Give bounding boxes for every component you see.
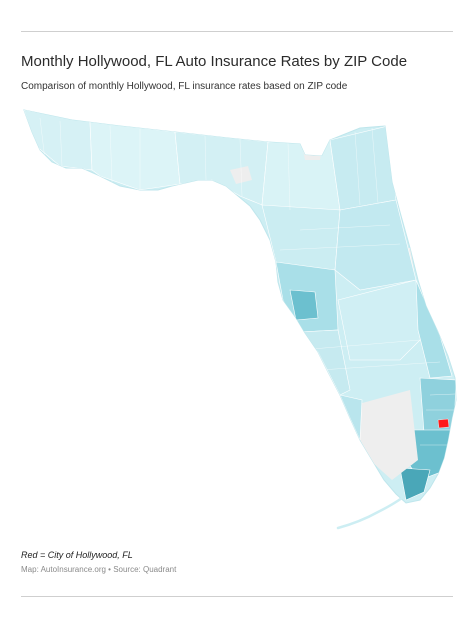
zip-no-data-north	[302, 145, 322, 160]
zip-region-orlando	[334, 199, 417, 291]
zip-boundaries	[39, 117, 456, 446]
page-title: Monthly Hollywood, FL Auto Insurance Rat…	[21, 53, 408, 70]
zip-region-tampa-core	[289, 289, 319, 321]
bottom-divider	[21, 596, 453, 597]
florida-keys	[336, 496, 404, 530]
zip-region-central-west	[261, 204, 341, 271]
zip-no-data-everglades	[355, 390, 418, 480]
zip-no-data-panhandle	[230, 166, 252, 184]
map-legend-note: Red = City of Hollywood, FL	[21, 550, 133, 560]
florida-zip-map	[23, 109, 457, 530]
zip-region-panhandle-west	[24, 110, 93, 171]
zip-region-homestead	[399, 467, 431, 501]
map-credit: Map: AutoInsurance.org • Source: Quadran…	[21, 565, 177, 574]
hollywood-zip-highlight	[437, 418, 450, 429]
zip-region-naples	[339, 394, 363, 441]
zip-region-big-bend	[174, 131, 269, 206]
top-divider	[21, 31, 453, 32]
zip-region-broward	[419, 377, 456, 433]
zip-region-panhandle-central	[89, 121, 181, 191]
page-subtitle: Comparison of monthly Hollywood, FL insu…	[21, 81, 348, 92]
zip-region-north-central	[261, 139, 341, 216]
zip-region-jacksonville	[329, 125, 397, 211]
zip-region-lake-okeechobee	[337, 279, 431, 361]
